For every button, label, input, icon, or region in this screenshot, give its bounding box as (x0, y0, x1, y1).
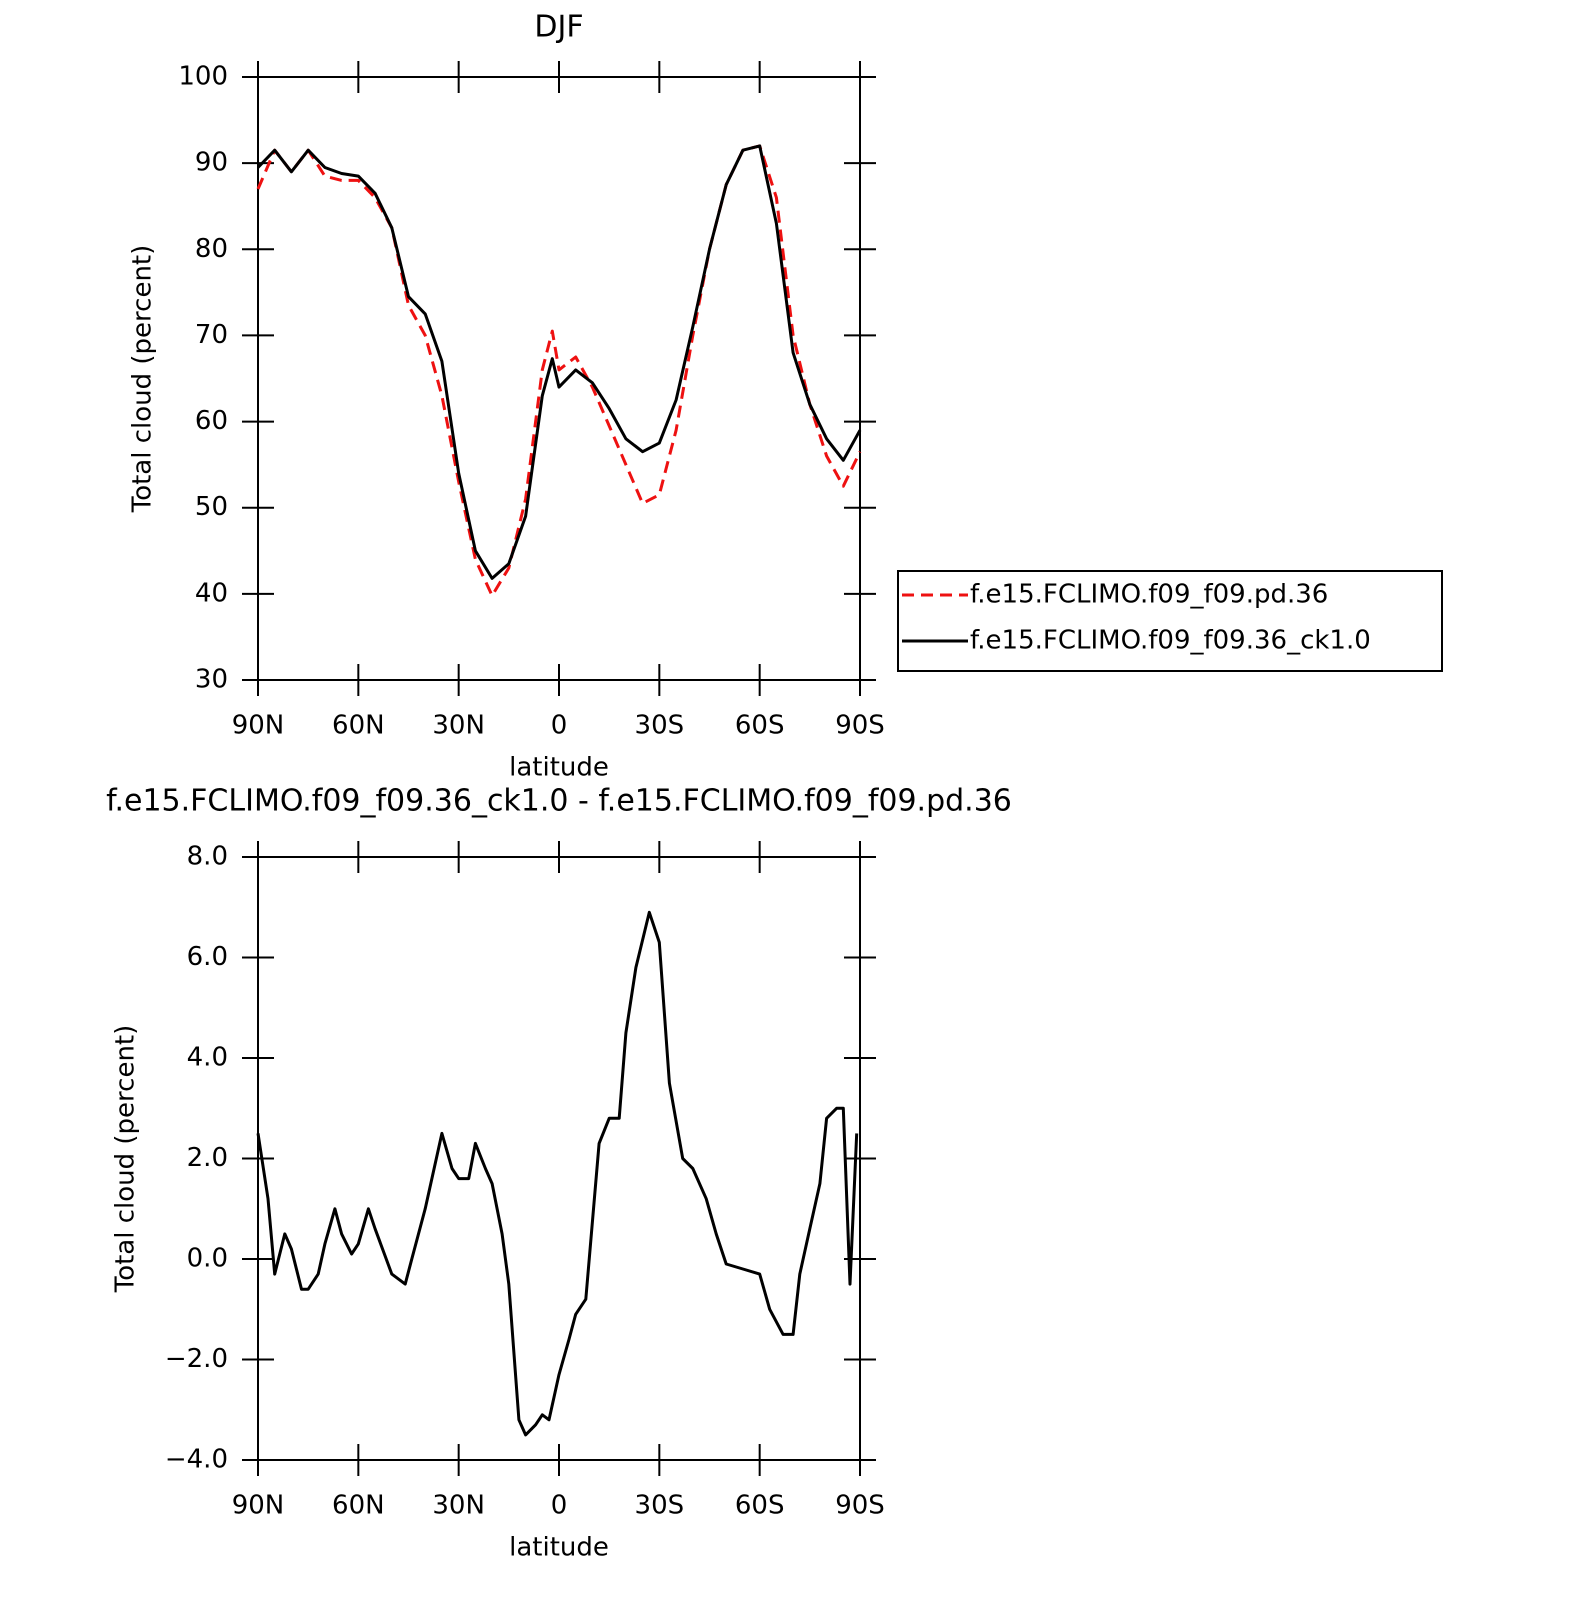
y-axis-label: Total cloud (percent) (111, 1025, 141, 1294)
x-axis-label: latitude (509, 1533, 609, 1563)
x-tick-label: 30N (432, 1491, 485, 1521)
x-tick-label: 0 (551, 1491, 568, 1521)
x-tick-label: 90N (232, 711, 285, 741)
data-line (256, 144, 862, 598)
x-tick-label: 60S (735, 1491, 785, 1521)
y-tick-label: 60 (195, 406, 228, 436)
x-axis-label: latitude (509, 753, 609, 783)
data-line (256, 144, 862, 580)
x-tick-label: 90S (835, 711, 885, 741)
y-tick-label: 80 (195, 234, 228, 264)
data-line (256, 910, 859, 1437)
y-tick-label: 70 (195, 320, 228, 350)
y-tick-label: 90 (195, 148, 228, 178)
x-tick-label: 30N (432, 711, 485, 741)
x-tick-label: 90N (232, 1491, 285, 1521)
chart-title: DJF (534, 10, 583, 45)
y-tick-label: 0.0 (187, 1244, 228, 1274)
y-tick-label: 4.0 (187, 1043, 228, 1073)
y-axis-label: Total cloud (percent) (128, 245, 158, 514)
y-tick-label: −2.0 (165, 1344, 228, 1374)
y-tick-label: 8.0 (187, 842, 228, 872)
y-tick-label: 40 (195, 578, 228, 608)
x-tick-label: 0 (551, 711, 568, 741)
y-tick-label: 2.0 (187, 1143, 228, 1173)
legend-box (897, 570, 1443, 672)
plot-frame (257, 76, 861, 681)
y-tick-label: −4.0 (165, 1445, 228, 1475)
x-tick-label: 30S (635, 1491, 685, 1521)
y-tick-label: 100 (178, 62, 228, 92)
x-tick-label: 90S (835, 1491, 885, 1521)
x-tick-label: 60S (735, 711, 785, 741)
x-tick-label: 60N (332, 1491, 385, 1521)
x-tick-label: 30S (635, 711, 685, 741)
y-tick-label: 30 (195, 665, 228, 695)
y-tick-label: 50 (195, 492, 228, 522)
x-tick-label: 60N (332, 711, 385, 741)
chart-title: f.e15.FCLIMO.f09_f09.36_ck1.0 - f.e15.FC… (106, 784, 1012, 819)
legend-label: f.e15.FCLIMO.f09_f09.36_ck1.0 (970, 626, 1371, 656)
y-tick-label: 6.0 (187, 942, 228, 972)
legend-label: f.e15.FCLIMO.f09_f09.pd.36 (970, 580, 1328, 610)
